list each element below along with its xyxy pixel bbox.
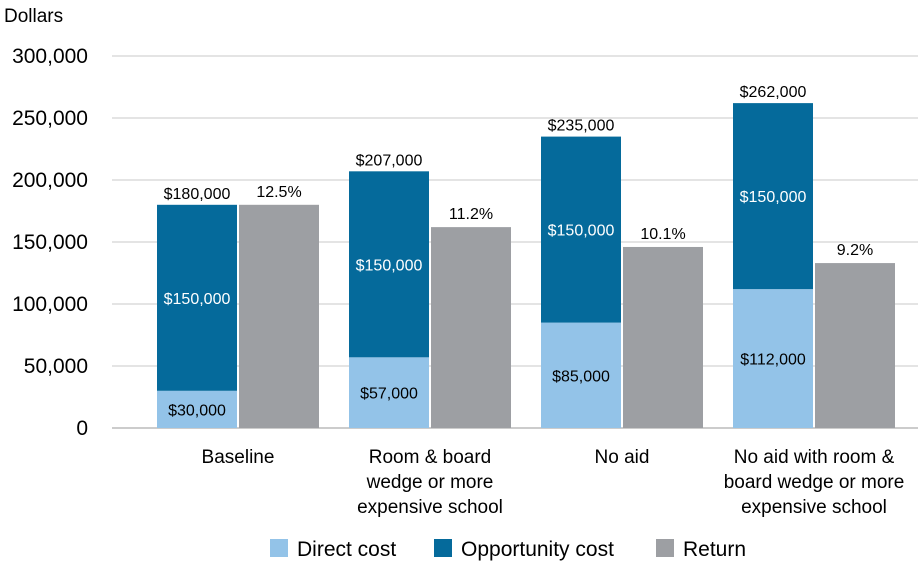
data-label-return: 9.2%: [837, 242, 873, 259]
data-label-opportunity-cost: $150,000: [356, 257, 423, 274]
x-category-label: Room & board: [369, 447, 492, 468]
bar-return: [815, 263, 895, 428]
y-tick-label: 200,000: [12, 169, 88, 192]
legend-label: Opportunity cost: [461, 538, 614, 561]
data-label-total: $262,000: [740, 84, 807, 101]
data-label-direct-cost: $112,000: [740, 352, 806, 369]
x-category-label: board wedge or more: [724, 472, 905, 493]
y-tick-label: 0: [76, 417, 88, 440]
bar-return: [623, 246, 703, 428]
data-label-total: $180,000: [164, 186, 231, 203]
y-tick-label: 300,000: [12, 45, 88, 68]
data-label-opportunity-cost: $150,000: [164, 291, 231, 308]
data-label-opportunity-cost: $150,000: [548, 223, 615, 240]
bar-direct-cost: [349, 357, 429, 428]
legend-label: Direct cost: [297, 538, 396, 561]
y-tick-label: 50,000: [24, 355, 88, 378]
y-axis-label: Dollars: [4, 6, 63, 27]
legend-swatch: [270, 539, 288, 557]
data-label-total: $235,000: [548, 118, 615, 135]
data-label-opportunity-cost: $150,000: [740, 189, 807, 206]
bar-return: [431, 227, 511, 428]
bar-opportunity-cost: [157, 204, 237, 391]
data-label-return: 10.1%: [640, 226, 685, 243]
y-tick-label: 150,000: [12, 231, 88, 254]
bar-opportunity-cost: [733, 103, 813, 290]
data-label-return: 11.2%: [449, 206, 493, 223]
legend-swatch: [434, 539, 452, 557]
x-category-label: Baseline: [202, 447, 275, 468]
bar-opportunity-cost: [541, 136, 621, 323]
data-label-direct-cost: $30,000: [168, 402, 226, 419]
bar-opportunity-cost: [349, 171, 429, 358]
x-category-label: wedge or more: [366, 472, 494, 493]
legend-label: Return: [683, 538, 746, 561]
data-label-direct-cost: $85,000: [552, 368, 610, 385]
data-label-direct-cost: $57,000: [360, 386, 418, 403]
data-label-return: 12.5%: [256, 184, 301, 201]
y-tick-label: 250,000: [12, 107, 88, 130]
bar-direct-cost: [541, 322, 621, 428]
data-label-total: $207,000: [356, 152, 423, 169]
y-tick-label: 100,000: [12, 293, 88, 316]
x-category-label: expensive school: [357, 497, 503, 518]
x-category-label: expensive school: [741, 497, 887, 518]
legend-swatch: [656, 539, 674, 557]
x-category-label: No aid: [595, 447, 650, 468]
bar-return: [239, 204, 319, 428]
bar-direct-cost: [157, 390, 237, 428]
bar-direct-cost: [733, 289, 813, 428]
x-category-label: No aid with room &: [734, 447, 895, 468]
